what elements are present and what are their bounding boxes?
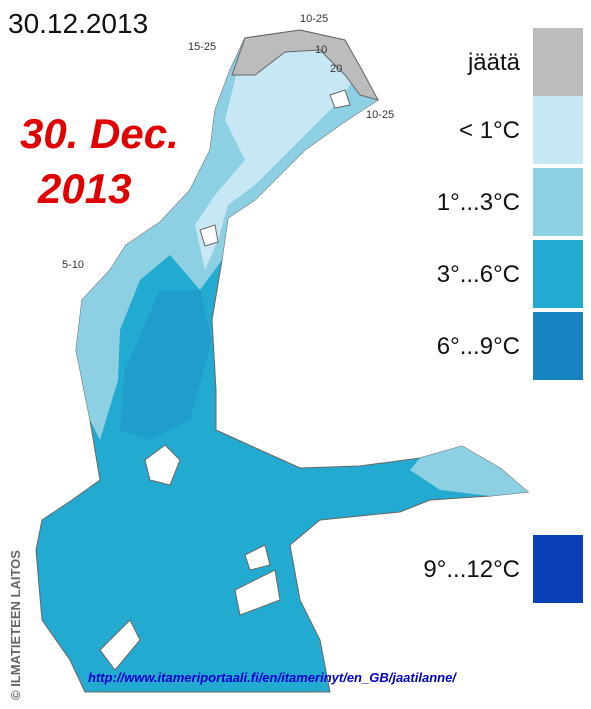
island [144, 444, 181, 486]
legend-label: < 1°C [459, 117, 520, 144]
ice-label: 10 [315, 44, 327, 56]
legend-label: jäätä [467, 49, 521, 76]
legend-swatch [533, 96, 583, 164]
date: 30.12.2013 [8, 8, 148, 39]
legend-swatch [533, 168, 583, 236]
ice-label: 15-25 [188, 41, 216, 53]
legend-label: 9°...12°C [423, 556, 520, 583]
island [329, 89, 351, 109]
ice-label: 20 [330, 63, 342, 75]
legend-label: 1°...3°C [437, 189, 520, 216]
legend-swatch [533, 535, 583, 603]
legend-label: 6°...9°C [437, 333, 520, 360]
legend: jäätä < 1°C 1°...3°C 3°...6°C 6°...9°C 9°...1… [423, 28, 583, 603]
island [99, 619, 141, 671]
sea-zone [120, 290, 212, 440]
overlay-line: 30. Dec. [20, 110, 179, 157]
legend-swatch [533, 240, 583, 308]
url: http://www.itameriportaali.fi/en/itameri… [88, 670, 457, 685]
sea-zone [410, 446, 528, 496]
ice-label: 10-25 [300, 13, 328, 25]
ice-label: 5-10 [62, 259, 84, 271]
island [244, 544, 271, 571]
sea-zone [195, 30, 360, 270]
ice-label: 10-25 [366, 109, 394, 121]
ice [231, 29, 379, 101]
island [234, 569, 281, 616]
island [199, 224, 219, 247]
overlay-line: 2013 [37, 165, 131, 212]
legend-swatch [533, 312, 583, 380]
legend-swatch [533, 28, 583, 96]
credit: © ILMATIETEEN LAITOS [8, 550, 23, 700]
legend-label: 3°...6°C [437, 261, 520, 288]
